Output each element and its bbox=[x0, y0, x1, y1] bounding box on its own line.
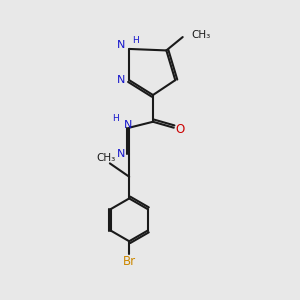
Text: CH₃: CH₃ bbox=[191, 30, 210, 40]
Text: N: N bbox=[117, 40, 125, 50]
Text: H: H bbox=[132, 35, 139, 44]
Text: N: N bbox=[117, 149, 125, 160]
Text: Br: Br bbox=[123, 255, 136, 268]
Text: N: N bbox=[124, 120, 132, 130]
Text: N: N bbox=[117, 75, 125, 85]
Text: H: H bbox=[112, 114, 119, 123]
Text: CH₃: CH₃ bbox=[97, 153, 116, 163]
Text: O: O bbox=[176, 123, 185, 136]
